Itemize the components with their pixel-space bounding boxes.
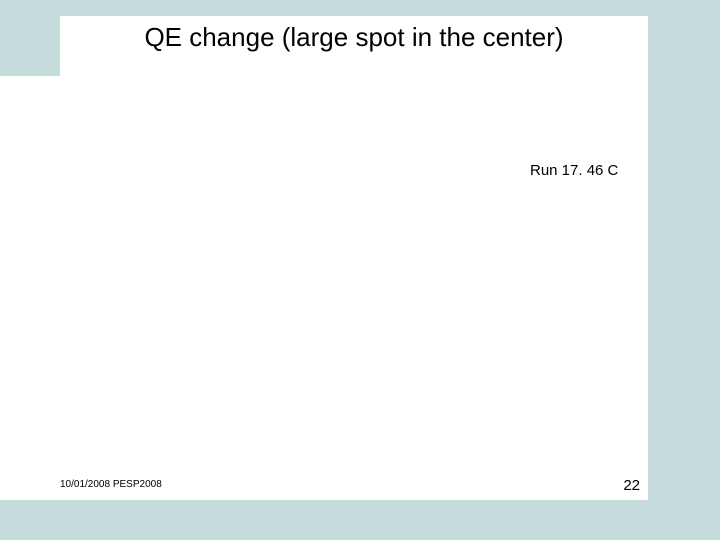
page-number: 22 (623, 477, 640, 494)
bottom-band (0, 500, 720, 540)
title-container: QE change (large spot in the center) (60, 16, 648, 76)
footer-date: 10/01/2008 PESP2008 (60, 479, 162, 490)
run-label: Run 17. 46 C (530, 162, 618, 179)
page-title: QE change (large spot in the center) (144, 22, 563, 53)
right-band (648, 76, 720, 500)
